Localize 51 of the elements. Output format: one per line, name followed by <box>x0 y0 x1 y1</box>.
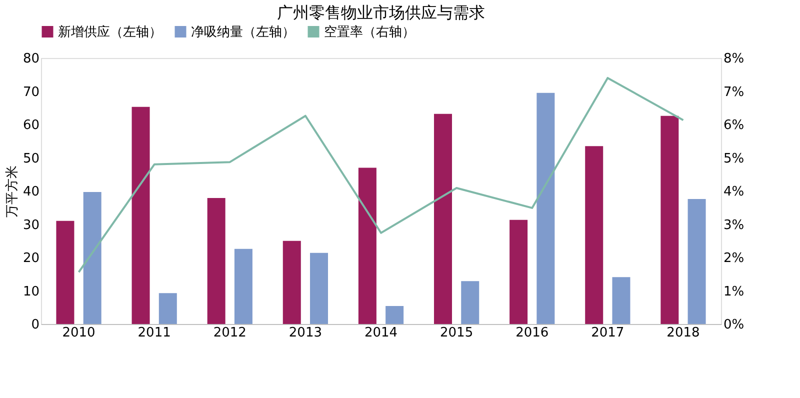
legend-label: 空置率（右轴） <box>324 24 415 40</box>
bar <box>282 240 301 324</box>
bar <box>83 192 102 324</box>
y-tick-label: 70 <box>22 84 40 100</box>
y-axis-title: 万平方米 <box>4 166 20 218</box>
bar <box>310 252 328 324</box>
y2-tick-label: 7% <box>724 84 744 100</box>
line-series <box>78 76 684 274</box>
y-tick-label: 0 <box>31 318 40 332</box>
y2-tick-label: 5% <box>724 151 744 166</box>
y-tick-label: 20 <box>22 251 40 266</box>
bar <box>358 168 376 324</box>
x-tick-label: 2017 <box>591 326 624 340</box>
bar <box>536 92 555 324</box>
bar <box>234 248 252 324</box>
bar <box>158 293 177 324</box>
y2-tick-label: 6% <box>724 118 744 133</box>
y-tick-label: 60 <box>22 118 40 133</box>
y2-tick-label: 8% <box>724 52 744 66</box>
y2-tick-label: 4% <box>724 184 744 200</box>
bar <box>434 114 452 324</box>
y-tick-label: 10 <box>22 284 40 300</box>
y2-tick-label: 3% <box>724 218 744 233</box>
y2-tick-label: 2% <box>724 251 744 266</box>
legend-label: 净吸纳量（左轴） <box>191 24 295 40</box>
y-tick-label: 40 <box>22 184 40 200</box>
bar <box>461 281 480 324</box>
chart-title: 广州零售物业市场供应与需求 <box>277 3 485 22</box>
bar <box>688 198 706 324</box>
x-tick-label: 2016 <box>516 326 549 340</box>
x-tick-label: 2012 <box>213 326 246 340</box>
bar <box>56 220 74 324</box>
x-tick-label: 2010 <box>62 326 96 340</box>
bar <box>510 220 528 324</box>
x-tick-label: 2011 <box>138 326 171 340</box>
x-tick-label: 2015 <box>440 326 474 340</box>
bar <box>660 116 679 324</box>
x-tick-label: 2013 <box>288 326 322 340</box>
x-tick-label: 2018 <box>666 326 700 340</box>
y2-tick-label: 1% <box>724 284 744 300</box>
x-tick-label: 2014 <box>364 326 398 340</box>
bar <box>612 277 630 324</box>
bar <box>386 306 404 324</box>
bar <box>585 146 604 324</box>
bar <box>132 106 150 324</box>
y-tick-label: 30 <box>22 218 40 233</box>
y2-tick-label: 0% <box>724 318 744 332</box>
y-tick-label: 80 <box>22 52 40 66</box>
y-tick-label: 50 <box>22 151 40 166</box>
bar <box>207 198 226 324</box>
legend-label: 新增供应（左轴） <box>58 24 162 40</box>
